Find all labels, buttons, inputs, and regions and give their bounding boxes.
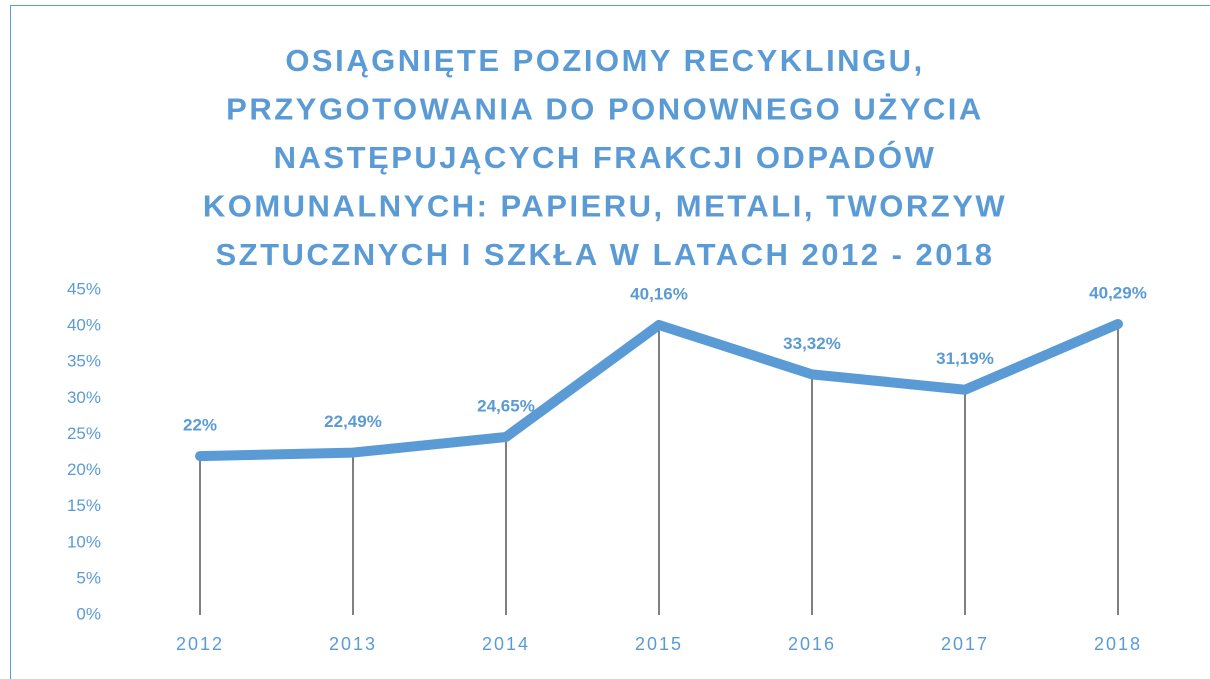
chart-title: KOMUNALNYCH: PAPIERU, METALI, TWORZYW xyxy=(203,189,1007,224)
frame xyxy=(10,5,1210,679)
x-tick-label: 2013 xyxy=(329,634,377,654)
data-label: 40,16% xyxy=(630,284,688,303)
data-label: 22% xyxy=(183,416,217,435)
data-label: 31,19% xyxy=(936,349,994,368)
y-tick-label: 35% xyxy=(67,352,101,371)
chart-title: NASTĘPUJĄCYCH FRAKCJI ODPADÓW xyxy=(274,139,937,175)
y-tick-label: 30% xyxy=(67,388,101,407)
y-tick-label: 10% xyxy=(67,532,101,551)
y-tick-label: 40% xyxy=(67,316,101,335)
y-tick-label: 25% xyxy=(67,424,101,443)
chart-title: OSIĄGNIĘTE POZIOMY RECYKLINGU, xyxy=(285,43,924,78)
chart-title: PRZYGOTOWANIA DO PONOWNEGO UŻYCIA xyxy=(226,92,984,127)
data-label: 40,29% xyxy=(1089,284,1147,303)
y-tick-label: 20% xyxy=(67,460,101,479)
x-tick-label: 2016 xyxy=(788,634,836,654)
data-label: 22,49% xyxy=(324,412,382,431)
y-tick-label: 0% xyxy=(76,604,101,623)
data-label: 33,32% xyxy=(783,334,841,353)
x-tick-label: 2018 xyxy=(1094,634,1142,654)
x-tick-label: 2014 xyxy=(482,634,530,654)
y-tick-label: 15% xyxy=(67,496,101,515)
chart-title: SZTUCZNYCH I SZKŁA W LATACH 2012 - 2018 xyxy=(215,237,994,272)
data-label: 24,65% xyxy=(477,396,535,415)
line xyxy=(195,319,1123,462)
y-tick-label: 5% xyxy=(76,568,101,587)
y-tick-label: 45% xyxy=(67,279,101,298)
x-tick-label: 2017 xyxy=(941,634,989,654)
x-tick-label: 2015 xyxy=(635,634,683,654)
x-tick-label: 2012 xyxy=(176,634,224,654)
